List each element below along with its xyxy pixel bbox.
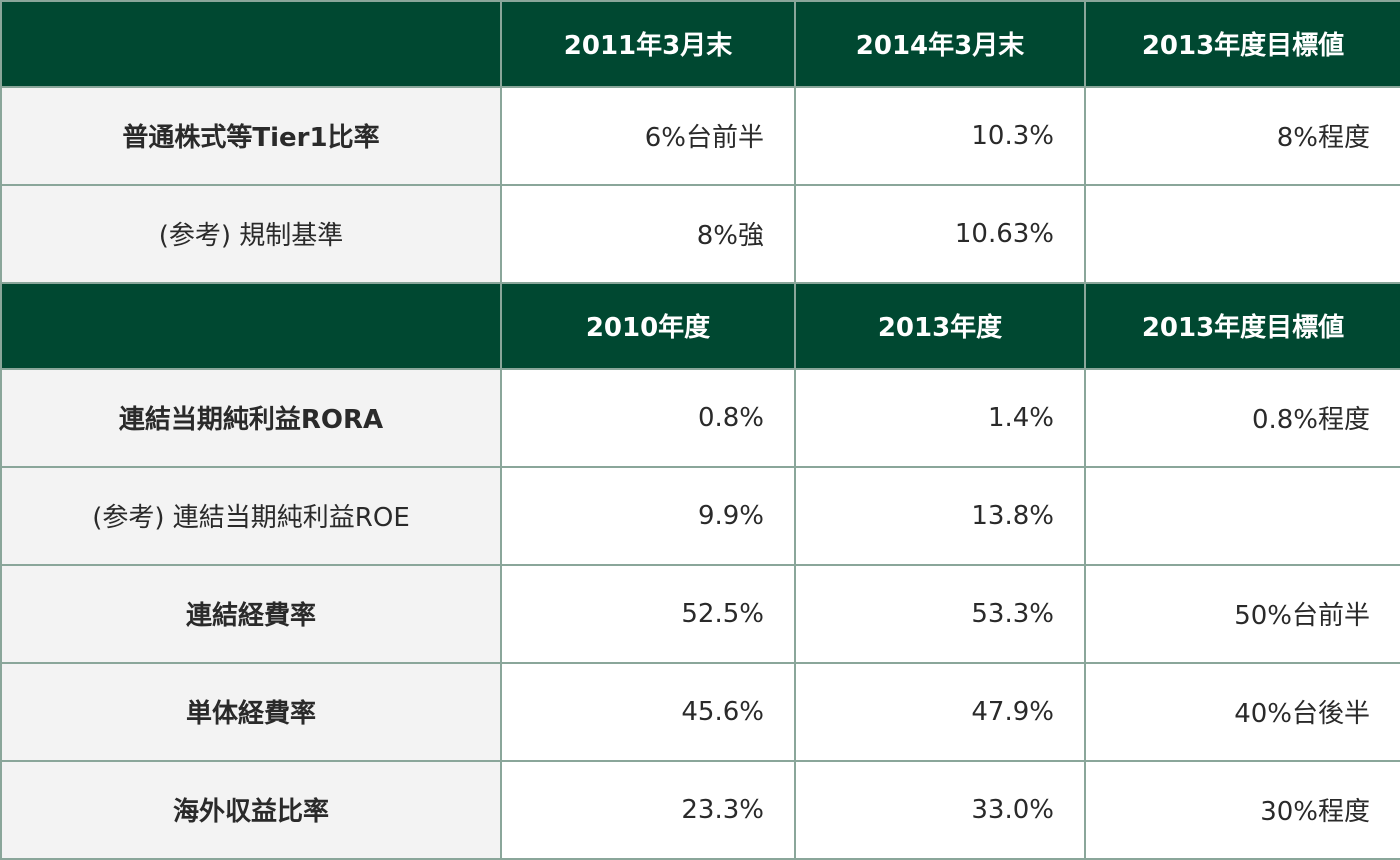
table-cell: 23.3% bbox=[500, 759, 796, 860]
section2-header-col3: 2013年度目標値 bbox=[1084, 281, 1400, 370]
table-cell: 8%強 bbox=[500, 183, 796, 284]
table-row: 連結当期純利益RORA 0.8% 1.4% 0.8%程度 bbox=[0, 367, 1400, 468]
table-cell: 6%台前半 bbox=[500, 85, 796, 186]
section1-header-row: 2011年3月末 2014年3月末 2013年度目標値 bbox=[0, 0, 1400, 88]
table-cell: 8%程度 bbox=[1084, 85, 1400, 186]
table-cell: 0.8% bbox=[500, 367, 796, 468]
table-cell: 53.3% bbox=[794, 563, 1086, 664]
table-cell: 10.63% bbox=[794, 183, 1086, 284]
row-label-regulatory-standard: (参考) 規制基準 bbox=[0, 183, 502, 284]
section2-header-blank bbox=[0, 281, 502, 370]
table-cell bbox=[1084, 183, 1400, 284]
table-row: (参考) 規制基準 8%強 10.63% bbox=[0, 183, 1400, 284]
row-label-nonconsolidated-expense-ratio: 単体経費率 bbox=[0, 661, 502, 762]
row-label-roe: (参考) 連結当期純利益ROE bbox=[0, 465, 502, 566]
table-cell bbox=[1084, 465, 1400, 566]
row-label-overseas-revenue-ratio: 海外収益比率 bbox=[0, 759, 502, 860]
table-cell: 52.5% bbox=[500, 563, 796, 664]
table-row: 普通株式等Tier1比率 6%台前半 10.3% 8%程度 bbox=[0, 85, 1400, 186]
table-row: 単体経費率 45.6% 47.9% 40%台後半 bbox=[0, 661, 1400, 762]
section2-header-col1: 2010年度 bbox=[500, 281, 796, 370]
section1-header-col1: 2011年3月末 bbox=[500, 0, 796, 88]
section2-header-col2: 2013年度 bbox=[794, 281, 1086, 370]
row-label-rora: 連結当期純利益RORA bbox=[0, 367, 502, 468]
table-cell: 45.6% bbox=[500, 661, 796, 762]
table-row: (参考) 連結当期純利益ROE 9.9% 13.8% bbox=[0, 465, 1400, 566]
section2-header-row: 2010年度 2013年度 2013年度目標値 bbox=[0, 281, 1400, 370]
table-cell: 47.9% bbox=[794, 661, 1086, 762]
table-row: 海外収益比率 23.3% 33.0% 30%程度 bbox=[0, 759, 1400, 860]
table-row: 連結経費率 52.5% 53.3% 50%台前半 bbox=[0, 563, 1400, 664]
section1-header-blank bbox=[0, 0, 502, 88]
table-cell: 33.0% bbox=[794, 759, 1086, 860]
section1-header-col2: 2014年3月末 bbox=[794, 0, 1086, 88]
table-cell: 0.8%程度 bbox=[1084, 367, 1400, 468]
table-cell: 40%台後半 bbox=[1084, 661, 1400, 762]
table-cell: 13.8% bbox=[794, 465, 1086, 566]
table-cell: 30%程度 bbox=[1084, 759, 1400, 860]
table-cell: 9.9% bbox=[500, 465, 796, 566]
table-cell: 50%台前半 bbox=[1084, 563, 1400, 664]
table-cell: 10.3% bbox=[794, 85, 1086, 186]
section1-header-col3: 2013年度目標値 bbox=[1084, 0, 1400, 88]
row-label-consolidated-expense-ratio: 連結経費率 bbox=[0, 563, 502, 664]
table-cell: 1.4% bbox=[794, 367, 1086, 468]
row-label-cet1-ratio: 普通株式等Tier1比率 bbox=[0, 85, 502, 186]
